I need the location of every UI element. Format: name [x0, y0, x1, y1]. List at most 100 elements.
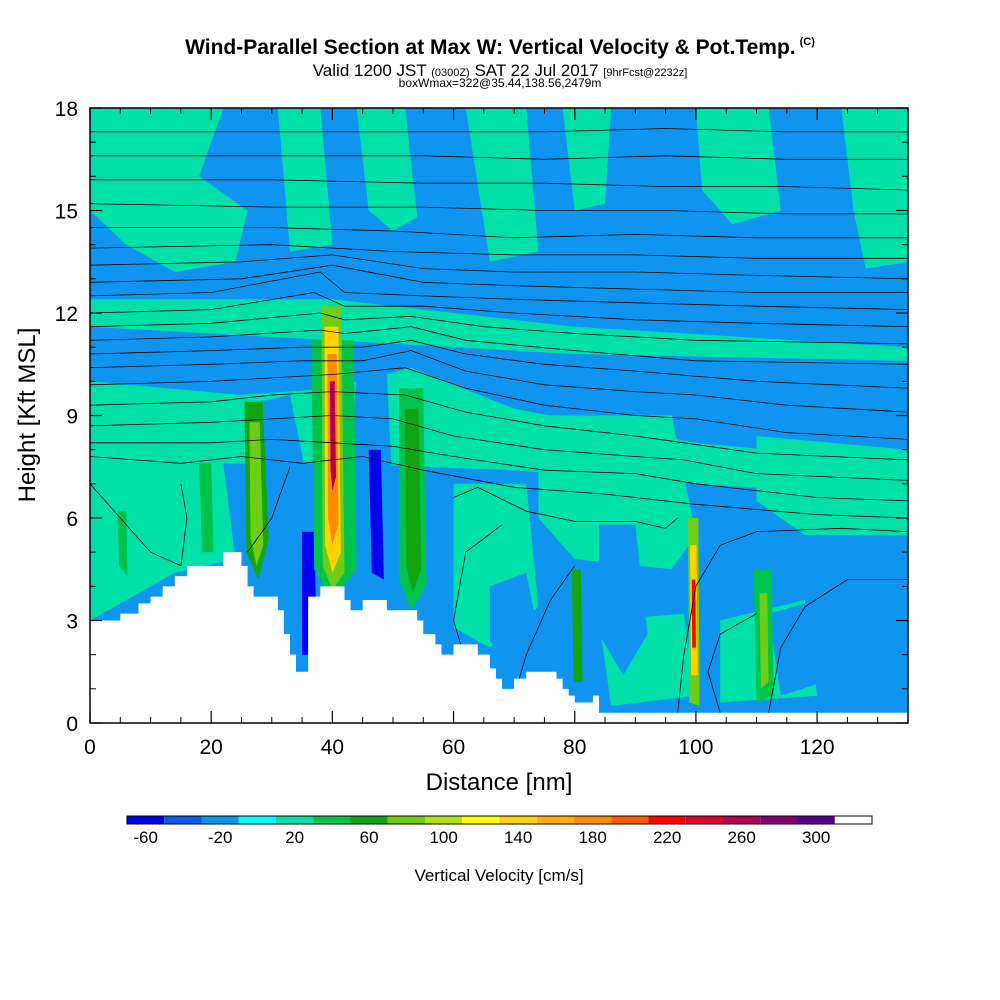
theta-contour-line — [90, 264, 908, 293]
theta-contour-line — [90, 350, 908, 413]
x-tick-label: 60 — [442, 736, 465, 759]
theta-contour-line — [90, 203, 908, 215]
colorbar-swatch — [238, 816, 276, 824]
velocity-region — [368, 449, 384, 580]
theta-contour-line — [768, 579, 908, 713]
x-tick-label: 0 — [84, 736, 96, 759]
y-tick-label: 18 — [55, 98, 78, 121]
theta-contour-line — [90, 415, 908, 481]
theta-contour-line — [453, 486, 678, 529]
colorbar-swatch — [387, 816, 425, 824]
subtitle-date: SAT 22 Jul 2017 — [474, 61, 599, 80]
colorbar-title: Vertical Velocity [cm/s] — [414, 866, 583, 885]
velocity-region — [691, 579, 696, 648]
theta-contour-line — [453, 524, 503, 662]
velocity-region — [599, 524, 648, 676]
x-tick-label: 100 — [678, 736, 713, 759]
theta-contour-line — [707, 613, 757, 713]
theta-contour-line — [90, 456, 908, 519]
chart-title-tag: (C) — [799, 36, 815, 48]
terrain-mask — [90, 552, 908, 723]
velocity-region — [538, 415, 696, 570]
y-tick-label: 3 — [66, 611, 78, 634]
colorbar-tick-label: 220 — [653, 828, 681, 847]
velocity-region — [117, 511, 128, 577]
theta-contour-line — [90, 155, 908, 160]
colorbar-swatch — [648, 816, 686, 824]
theta-contour-line — [90, 244, 908, 259]
colorbar-tick-label: -60 — [133, 828, 158, 847]
colorbar-tick-label: 180 — [578, 828, 606, 847]
x-axis-title: Distance [nm] — [426, 769, 573, 796]
theta-contour-line — [247, 466, 291, 553]
velocity-region — [405, 408, 422, 594]
y-tick-label: 6 — [66, 508, 78, 531]
colorbar-swatch — [164, 816, 202, 824]
theta-contour-line — [513, 565, 576, 696]
colorbar-swatch — [723, 816, 761, 824]
colorbar-tick-label: 260 — [727, 828, 755, 847]
colorbar-swatch — [685, 816, 723, 824]
colorbar-swatch — [350, 816, 388, 824]
theta-contour-line — [90, 128, 908, 133]
velocity-region — [90, 108, 248, 272]
velocity-region — [259, 395, 309, 614]
colorbar-swatch — [313, 816, 351, 824]
y-tick-label: 15 — [55, 201, 78, 224]
theta-contour-line — [90, 227, 908, 239]
colorbar-swatch — [611, 816, 649, 824]
colorbar-tick-label: 20 — [285, 828, 304, 847]
subtitle-valid: Valid 1200 JST — [312, 61, 427, 80]
y-tick-label: 9 — [66, 406, 78, 429]
colorbar-swatch — [574, 816, 612, 824]
theta-contour-line — [90, 292, 908, 328]
colorbar-swatch — [499, 816, 537, 824]
colorbar-tick-label: 300 — [802, 828, 830, 847]
theta-contour-line — [90, 271, 908, 310]
velocity-region — [759, 593, 769, 689]
theta-contour-line — [90, 326, 908, 365]
theta-contour-line — [90, 367, 908, 440]
velocity-region — [465, 108, 539, 262]
theta-contour-line — [90, 179, 908, 191]
velocity-region — [841, 108, 908, 269]
velocity-region — [768, 600, 824, 696]
velocity-region — [695, 108, 781, 225]
colorbar-swatch — [536, 816, 574, 824]
chart-subtitle: Valid 1200 JST (0300Z) SAT 22 Jul 2017 [… — [0, 61, 1000, 81]
theta-contour-line — [90, 438, 908, 502]
x-tick-label: 80 — [563, 736, 586, 759]
subtitle-utc: (0300Z) — [431, 67, 470, 79]
velocity-region — [571, 569, 583, 682]
chart-title-text: Wind-Parallel Section at Max W: Vertical… — [185, 36, 796, 59]
theta-contour-line — [677, 527, 908, 713]
y-tick-label: 0 — [66, 713, 78, 736]
colorbar-swatch — [462, 816, 500, 824]
colorbar: -60 -20 20 60 100 140 180 220 260 300 — [126, 815, 873, 847]
velocity-region — [90, 463, 236, 621]
velocity-region — [756, 436, 908, 536]
colorbar-swatch — [425, 816, 463, 824]
velocity-region — [90, 367, 908, 498]
velocity-region — [199, 463, 214, 553]
velocity-region — [356, 108, 418, 231]
theta-contour-line — [90, 312, 908, 345]
theta-contour-line — [90, 339, 908, 389]
velocity-region — [489, 572, 539, 669]
velocity-region — [889, 600, 908, 710]
colorbar-tick-label: -20 — [208, 828, 233, 847]
theta-contour-line — [90, 254, 908, 280]
theta-contour-line — [90, 391, 908, 461]
colorbar-tick-label: 100 — [429, 828, 457, 847]
colorbar-swatch — [760, 816, 798, 824]
chart-title: Wind-Parallel Section at Max W: Vertical… — [0, 36, 1000, 60]
colorbar-swatch — [276, 816, 314, 824]
x-tick-label: 120 — [800, 736, 835, 759]
theta-contour-line — [90, 483, 182, 567]
colorbar-swatch — [127, 816, 165, 824]
y-tick-label: 12 — [55, 303, 78, 326]
colorbar-tick-label: 60 — [360, 828, 379, 847]
terrain — [90, 552, 908, 723]
colorbar-tick-label: 140 — [504, 828, 532, 847]
